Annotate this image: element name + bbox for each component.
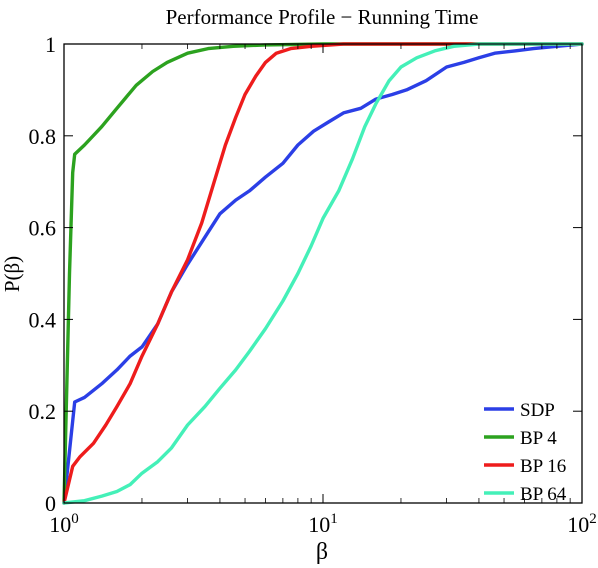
x-axis-label: β [316, 539, 328, 565]
legend: SDP BP 4 BP 16 BP 64 [484, 400, 567, 505]
y-tick-label-1: 0.2 [29, 399, 57, 424]
plot-frame [63, 43, 583, 504]
axis-ticks [63, 43, 583, 504]
legend-label-2: BP 16 [520, 456, 566, 477]
series-line-1 [62, 42, 584, 505]
axis-tick-labels: 0 0.2 0.4 0.6 0.8 1 100 101 102 [29, 32, 597, 537]
y-tick-label-5: 1 [45, 32, 56, 57]
y-tick-label-3: 0.6 [29, 216, 57, 241]
series-line-2 [62, 42, 584, 505]
y-tick-label-4: 0.8 [29, 124, 57, 149]
y-axis-label: P(β) [0, 256, 24, 292]
y-tick-label-0: 0 [45, 491, 56, 516]
legend-label-0: SDP [520, 400, 555, 421]
y-tick-label-2: 0.4 [29, 307, 57, 332]
plot-lines [62, 42, 584, 505]
series-line-0 [62, 42, 584, 505]
chart-title: Performance Profile − Running Time [166, 5, 479, 29]
x-tick-label-1: 101 [308, 511, 338, 537]
legend-label-3: BP 64 [520, 484, 567, 505]
x-tick-label-0: 100 [49, 511, 79, 537]
series-line-3 [62, 42, 584, 505]
x-tick-label-2: 102 [567, 511, 597, 537]
legend-label-1: BP 4 [520, 428, 557, 449]
